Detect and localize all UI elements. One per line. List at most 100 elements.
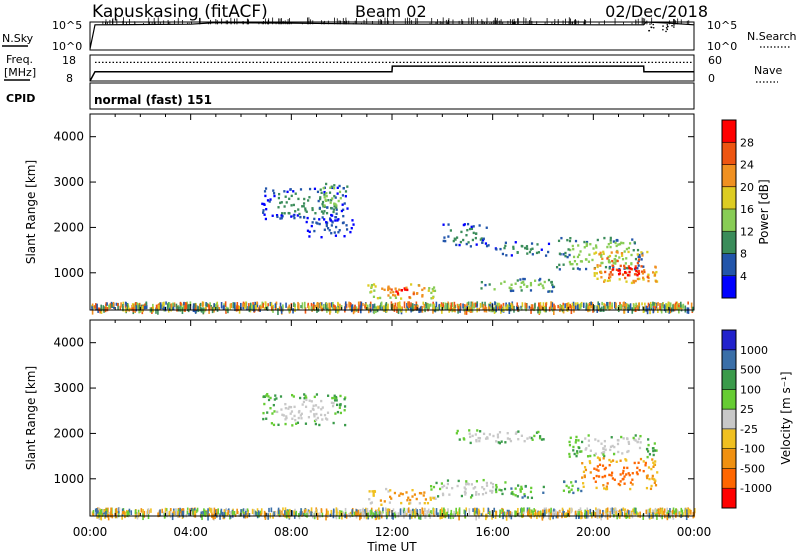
range-gate-cell: [311, 221, 314, 224]
range-gate-cell: [339, 196, 342, 200]
ground-scatter-cell: [626, 510, 629, 517]
range-tick-label: 3000: [53, 381, 84, 395]
ground-scatter-cell: [606, 507, 609, 513]
ground-scatter-cell: [470, 301, 473, 307]
ground-scatter-cell: [288, 304, 291, 311]
range-gate-cell: [273, 398, 276, 401]
ground-scatter-cell: [465, 307, 468, 315]
ground-scatter-cell: [301, 302, 304, 309]
range-gate-cell: [639, 441, 642, 444]
ground-scatter-cell: [505, 513, 508, 521]
ground-scatter-cell: [450, 509, 453, 516]
range-gate-cell: [652, 477, 655, 481]
range-gate-cell: [575, 435, 578, 439]
ground-scatter-cell: [656, 513, 658, 520]
range-gate-cell: [327, 227, 330, 230]
ground-scatter-cell: [508, 509, 510, 516]
range-gate-cell: [564, 251, 567, 255]
ground-scatter-cell: [475, 513, 477, 521]
range-gate-cell: [304, 209, 307, 212]
ground-scatter-cell: [434, 307, 437, 312]
ground-scatter-cell: [199, 302, 202, 306]
ground-scatter-cell: [183, 305, 186, 312]
range-gate-cell: [619, 242, 622, 246]
range-gate-cell: [427, 289, 430, 292]
ground-scatter-cell: [303, 513, 306, 517]
range-gate-cell: [653, 272, 657, 275]
range-gate-cell: [568, 253, 571, 257]
range-gate-cell: [485, 244, 489, 248]
ground-scatter-cell: [299, 511, 302, 516]
beam-title: Beam 02: [355, 2, 427, 21]
range-gate-cell: [374, 285, 377, 288]
range-gate-cell: [617, 450, 620, 454]
range-gate-cell: [475, 490, 478, 494]
range-gate-cell: [510, 254, 513, 257]
ground-scatter-cell: [360, 301, 363, 308]
range-gate-cell: [446, 482, 450, 486]
range-gate-cell: [639, 434, 642, 438]
range-gate-cell: [491, 482, 495, 486]
ground-scatter-cell: [548, 306, 551, 312]
ground-scatter-cell: [502, 302, 505, 306]
range-gate-cell: [338, 229, 341, 232]
range-gate-cell: [466, 222, 470, 226]
ground-scatter-cell: [253, 304, 255, 312]
range-gate-cell: [447, 223, 450, 226]
ground-scatter-cell: [550, 512, 552, 518]
ground-scatter-cell: [416, 304, 419, 310]
ground-scatter-cell: [653, 512, 655, 517]
range-gate-cell: [516, 279, 519, 282]
range-gate-cell: [297, 416, 300, 420]
range-gate-cell: [611, 444, 614, 448]
ground-scatter-cell: [170, 303, 173, 309]
velocity-colorbar-segment: [722, 409, 736, 430]
ground-scatter-cell: [256, 511, 259, 517]
range-gate-cell: [289, 405, 293, 409]
ground-scatter-cell: [338, 511, 341, 516]
ground-scatter-cell: [545, 302, 547, 307]
ground-scatter-cell: [102, 509, 104, 517]
ground-scatter-cell: [687, 301, 689, 305]
range-gate-cell: [510, 287, 513, 290]
ground-scatter-cell: [515, 510, 517, 517]
ground-scatter-cell: [674, 303, 677, 310]
ground-scatter-cell: [215, 302, 218, 309]
ground-scatter-cell: [241, 509, 243, 513]
range-gate-cell: [474, 236, 477, 240]
ground-scatter-cell: [110, 507, 113, 514]
range-gate-cell: [311, 207, 314, 210]
range-gate-cell: [543, 280, 546, 284]
range-gate-cell: [523, 277, 526, 281]
ground-scatter-cell: [541, 513, 544, 521]
range-gate-cell: [498, 441, 502, 445]
range-gate-cell: [279, 201, 282, 205]
range-gate-cell: [464, 487, 467, 491]
ground-scatter-cell: [484, 301, 486, 306]
range-gate-cell: [396, 290, 399, 294]
ground-scatter-cell: [260, 508, 263, 515]
range-gate-cell: [504, 441, 507, 444]
range-gate-cell: [411, 495, 414, 498]
range-gate-cell: [297, 411, 301, 414]
freq-left-label-1: Freq.: [6, 53, 33, 66]
range-gate-cell: [299, 396, 302, 400]
ground-scatter-cell: [564, 303, 566, 309]
ground-scatter-cell: [572, 301, 575, 308]
range-gate-cell: [469, 496, 473, 499]
ground-scatter-cell: [525, 303, 528, 309]
range-gate-cell: [421, 288, 424, 292]
ground-scatter-cell: [171, 307, 174, 311]
range-gate-cell: [478, 224, 481, 227]
ground-scatter-cell: [94, 305, 96, 309]
ground-scatter-cell: [464, 510, 467, 514]
range-gate-cell: [370, 285, 373, 288]
ground-scatter-cell: [579, 303, 582, 309]
range-gate-cell: [585, 258, 588, 261]
range-gate-cell: [264, 194, 267, 198]
ground-scatter-cell: [224, 512, 227, 516]
range-gate-cell: [564, 254, 567, 258]
ground-scatter-cell: [636, 305, 639, 310]
ground-scatter-cell: [146, 511, 148, 517]
range-gate-cell: [587, 444, 591, 447]
